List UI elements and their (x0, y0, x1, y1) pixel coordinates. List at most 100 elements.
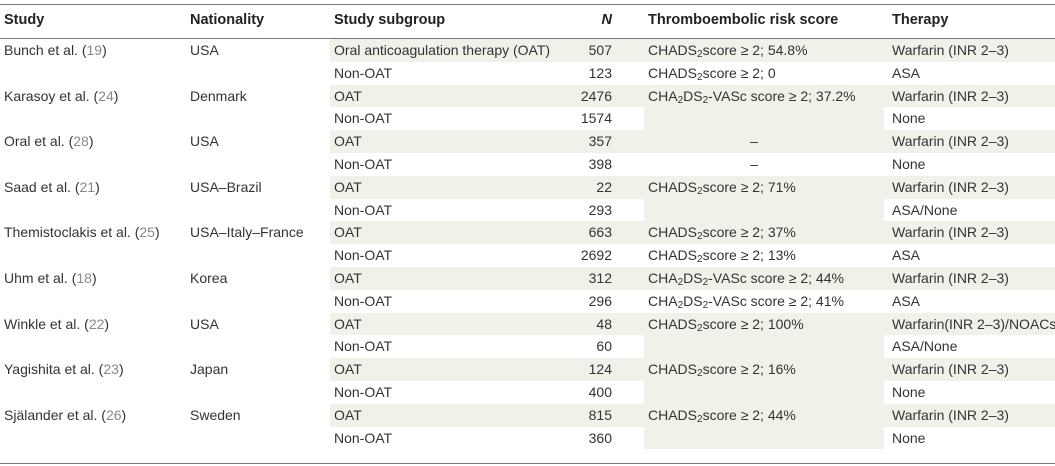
row-shade (330, 358, 1055, 381)
table-row: OAT 48 CHADS2score ≥ 2; 100% Warfarin(INR 2… (0, 312, 1055, 336)
cell-subgroup: OAT (334, 361, 362, 378)
table-row: Non-OAT 400 None (0, 380, 1055, 404)
study-author: Karasoy et al. ( (4, 87, 99, 104)
cell-n: 296 (588, 292, 612, 309)
table-row: OAT 663 CHADS2score ≥ 2; 37% Warfarin (INR … (0, 221, 1055, 245)
row-shade (330, 403, 1055, 427)
cell-subgroup: Non-OAT (334, 201, 393, 218)
study-nationality: USA (190, 133, 219, 150)
study-ref: 25 (139, 224, 155, 241)
study-ref: 23 (103, 361, 119, 378)
study-nationality: Korea (190, 269, 228, 286)
header-study: Study (4, 12, 45, 28)
cell-subgroup: Non-OAT (334, 383, 393, 400)
risk-text: -VASc score ≥ 2; 44% (708, 269, 844, 286)
risk-subscript: 2 (702, 94, 709, 106)
cell-therapy: ASA/None (892, 338, 958, 355)
cell-subgroup: Non-OAT (334, 429, 393, 446)
risk-text: CHADS (648, 178, 698, 195)
table-row: OAT 815 CHADS2score ≥ 2; 44% Warfarin (INR … (0, 403, 1055, 427)
cell-subgroup: OAT (334, 133, 362, 150)
study-author: Winkle et al. ( (4, 315, 89, 332)
cell-therapy: Warfarin (INR 2–3) (892, 269, 1009, 286)
empty-cell-shade (644, 426, 884, 450)
table-row: OAT 2476 CHA2DS2-VASc score ≥ 2; 37.2% Warf… (0, 84, 1055, 108)
cell-n: 2692 (580, 247, 612, 264)
risk-subscript: 2 (697, 71, 703, 83)
header-n: N (601, 12, 612, 28)
risk-text: score ≥ 2; 100% (702, 315, 804, 332)
risk-text: DS (683, 292, 703, 309)
risk-subscript: 2 (697, 254, 703, 266)
risk-text: score ≥ 2; 0 (702, 64, 776, 81)
risk-text: CHA (648, 269, 678, 286)
study-ref-close: ) (91, 269, 97, 286)
study-name: Bunch et al. (19) (4, 39, 107, 62)
cell-n: 293 (588, 201, 612, 218)
table-row: OAT 22 CHADS2score ≥ 2; 71% Warfarin (INR 2… (0, 175, 1055, 199)
cell-subgroup: Non-OAT (334, 292, 393, 309)
risk-subscript: 2 (677, 276, 684, 288)
cell-n: 815 (588, 406, 612, 423)
study-nationality: USA–Italy–France (190, 224, 304, 241)
header-subgroup: Study subgroup (334, 12, 446, 28)
header-risk: Thromboembolic risk score (648, 12, 839, 28)
study-nationality: Denmark (190, 87, 247, 104)
row-shade (330, 175, 1055, 199)
study-ref-close: ) (88, 133, 94, 150)
risk-subscript: 2 (677, 94, 684, 106)
table-row: Non-OAT 296 CHA2DS2-VASc score ≥ 2; 41% ASA (0, 290, 1055, 313)
risk-text: score ≥ 2; 13% (702, 247, 796, 264)
cell-n: 60 (596, 338, 612, 355)
study-author: Saad et al. ( (4, 178, 80, 195)
cell-risk-score: CHADS2score ≥ 2; 44% (648, 404, 796, 427)
risk-text: CHADS (648, 64, 698, 81)
study-name: Oral et al. (28) (4, 130, 94, 153)
cell-n: 312 (588, 269, 612, 286)
cell-subgroup: OAT (334, 224, 362, 241)
table-row: Oral anticoagulation therapy (OAT) 507 CHA… (0, 39, 1055, 62)
study-author: Bunch et al. ( (4, 42, 87, 58)
cell-subgroup: OAT (334, 315, 362, 332)
header-nationality: Nationality (190, 12, 265, 28)
cell-n: 48 (596, 315, 612, 332)
cell-therapy: Warfarin (INR 2–3) (892, 224, 1009, 241)
table-row: Non-OAT 398 – None (0, 153, 1055, 176)
row-shade (330, 266, 1055, 290)
risk-text: CHADS (648, 42, 698, 58)
study-name: Yagishita et al. (23) (4, 358, 124, 381)
risk-text: CHADS (648, 247, 698, 264)
cell-therapy: Warfarin (INR 2–3) (892, 133, 1009, 150)
study-name: Karasoy et al. (24) (4, 85, 118, 108)
study-nationality: USA (190, 42, 219, 58)
risk-subscript: 2 (697, 49, 703, 60)
study-ref: 26 (105, 406, 122, 423)
cell-therapy: Warfarin (INR 2–3) (892, 42, 1009, 58)
row-shade (330, 130, 1055, 153)
study-ref: 22 (88, 315, 105, 332)
study-nationality: USA–Brazil (190, 178, 262, 195)
cell-n: 357 (588, 133, 612, 150)
table-header: Study Nationality Study subgroup N Throm… (0, 5, 1055, 38)
study-nationality: Japan (190, 361, 229, 378)
study-group: Själander et al. (26) Sweden OAT 815 CHADS2s… (0, 403, 1055, 450)
study-ref-close: ) (113, 87, 119, 104)
cell-n: 2476 (580, 87, 612, 104)
cell-subgroup: Non-OAT (334, 247, 393, 264)
cell-risk-score: – (750, 155, 758, 172)
risk-subscript: 2 (697, 231, 703, 243)
row-shade (330, 312, 1055, 336)
cell-risk-score: CHA2DS2-VASc score ≥ 2; 37.2% (648, 85, 856, 108)
study-author: Uhm et al. ( (4, 269, 77, 286)
study-group: Bunch et al. (19) USA Oral anticoagulation… (0, 39, 1055, 85)
cell-risk-score: CHADS2score ≥ 2; 100% (648, 313, 804, 336)
cell-n: 398 (588, 155, 612, 172)
risk-subscript: 2 (697, 413, 703, 425)
study-author: Oral et al. ( (4, 133, 74, 150)
study-ref: 24 (98, 87, 114, 104)
header-rule (0, 38, 1055, 39)
cell-risk-score: – (750, 133, 758, 150)
row-shade (330, 39, 1055, 62)
risk-text: score ≥ 2; 71% (702, 178, 796, 195)
cell-subgroup: Non-OAT (334, 64, 393, 81)
